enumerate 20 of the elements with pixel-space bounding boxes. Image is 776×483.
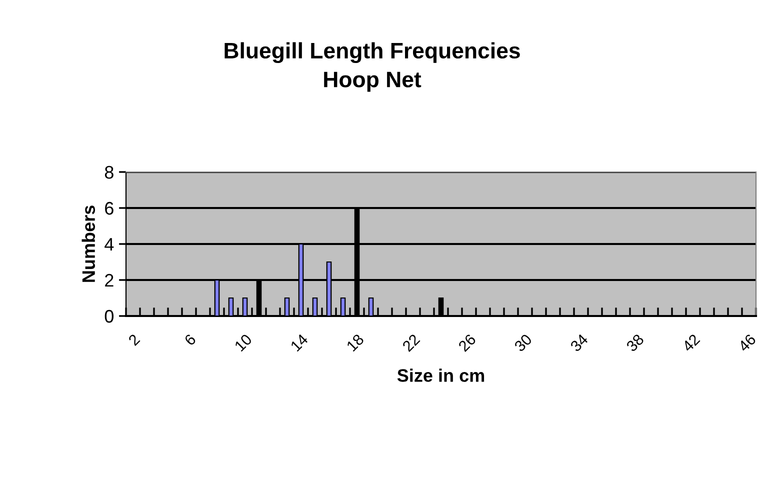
y-tick-label: 0 — [104, 310, 114, 323]
chart-title: Bluegill Length Frequencies Hoop Net — [224, 42, 520, 92]
x-tick-label: 14 — [290, 333, 309, 352]
x-tick-label: 2 — [128, 333, 140, 346]
x-tick-label: 46 — [738, 333, 756, 352]
y-tick-label: 8 — [104, 166, 114, 179]
y-tick-label: 2 — [105, 274, 114, 287]
y-tick-label: 6 — [105, 202, 114, 215]
x-tick-label: 38 — [626, 333, 644, 352]
y-axis-title: Numbers — [82, 206, 96, 282]
x-tick-label: 22 — [402, 333, 420, 352]
x-tick-label: 10 — [234, 333, 253, 352]
x-tick-label: 26 — [458, 333, 476, 352]
x-tick-label: 6 — [184, 333, 196, 346]
y-tick-label: 4 — [104, 238, 114, 251]
x-tick-label: 18 — [346, 333, 364, 352]
x-tick-label: 42 — [682, 333, 700, 352]
x-tick-label: 34 — [570, 333, 589, 352]
x-axis-title: Size in cm — [397, 368, 484, 382]
x-tick-label: 30 — [514, 333, 533, 352]
